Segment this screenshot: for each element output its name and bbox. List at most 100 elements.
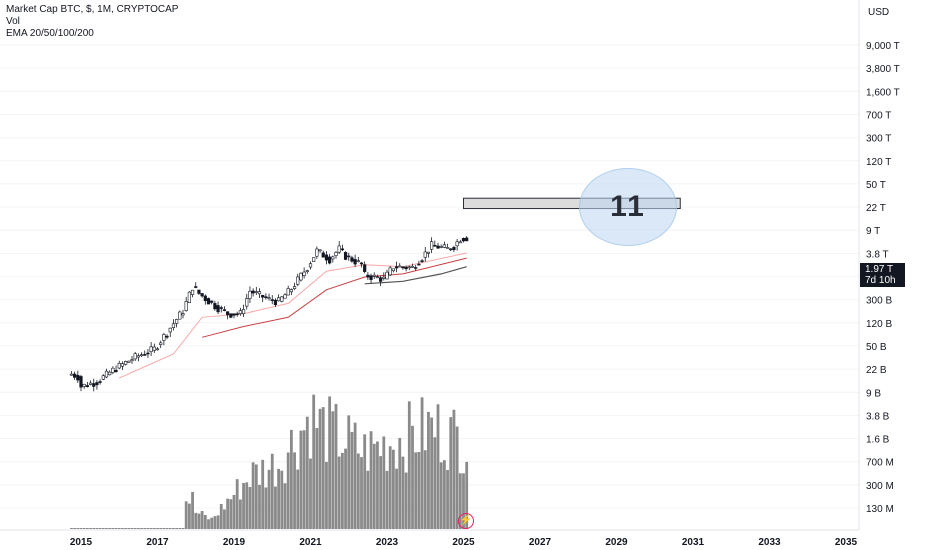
volume-bar	[111, 528, 115, 529]
price-tick-label: 3.8 T	[866, 249, 889, 260]
candle-body	[350, 257, 354, 262]
range-box	[463, 197, 681, 210]
candle-body	[426, 251, 431, 254]
candle-body	[356, 260, 360, 263]
volume-bar	[146, 528, 150, 529]
candle-body	[149, 346, 153, 352]
candle-body	[238, 310, 242, 315]
volume-bar	[439, 462, 443, 529]
candle-body	[363, 264, 367, 272]
candle-body	[104, 370, 109, 378]
currency-label[interactable]: USD	[868, 7, 890, 18]
volume-bar	[366, 470, 370, 529]
volume-bar	[251, 462, 255, 529]
candle-body	[171, 323, 176, 328]
count-badge: 11	[579, 168, 677, 246]
volume-bar	[289, 429, 293, 529]
candle-body	[92, 383, 96, 387]
candle-body	[455, 241, 459, 247]
candle-body	[159, 342, 163, 345]
price-tick-label: 1,600 T	[866, 87, 900, 98]
candle-body	[130, 359, 134, 362]
candle-body	[436, 245, 440, 249]
volume-bar	[296, 469, 300, 529]
candle-body	[430, 241, 434, 250]
candle-body	[178, 311, 182, 320]
candle-body	[143, 354, 147, 356]
candle-body	[445, 247, 450, 249]
volume-bar	[309, 458, 312, 529]
volume-bar	[277, 468, 281, 529]
time-axis[interactable]: 2015 2017 2019 2021 2023 2025 2027 2029 2031 2033…	[70, 537, 858, 548]
volume-bar	[347, 415, 351, 529]
volume-bar	[446, 469, 449, 529]
candle-body	[312, 257, 316, 262]
candle-body	[222, 309, 227, 311]
volume-bar	[223, 509, 226, 529]
candle-body	[111, 367, 115, 373]
price-tick-label: 3.8 B	[866, 411, 890, 422]
candle-body	[194, 286, 198, 288]
candle-body	[280, 296, 284, 302]
volume-bar	[353, 422, 357, 529]
candle-body	[340, 248, 344, 251]
volume-bar	[136, 528, 140, 529]
symbol-title[interactable]: Market Cap BTC, $, 1M, CRYPTOCAP	[6, 4, 179, 15]
range-box-layer[interactable]	[463, 197, 681, 210]
candle-body	[385, 271, 389, 280]
candle-body	[216, 305, 220, 313]
candle-body	[114, 369, 118, 372]
candle-body	[394, 266, 399, 269]
volume-bar	[299, 430, 303, 529]
candle-body	[152, 346, 156, 351]
candle-body	[283, 294, 287, 299]
ema-legend[interactable]: EMA 20/50/100/200	[6, 28, 94, 39]
volume-bar	[168, 528, 172, 529]
candle-body	[229, 313, 233, 318]
candle-body	[101, 375, 105, 380]
volume-bar	[398, 437, 402, 529]
candle-body	[439, 246, 443, 248]
volume-bar	[258, 484, 261, 529]
volume-bar	[318, 408, 322, 529]
candle-body	[292, 286, 297, 289]
price-tick-label: 120 B	[866, 319, 892, 330]
candle-body	[337, 245, 341, 253]
candle-body	[76, 374, 80, 381]
price-tick-label: 9 T	[866, 226, 880, 237]
candle-body	[461, 238, 466, 242]
candle-body	[79, 376, 83, 388]
candle-body	[248, 290, 252, 299]
candle-body	[391, 268, 395, 272]
candle-body	[417, 263, 421, 266]
price-tick-label: 700 M	[866, 458, 894, 469]
price-candles	[69, 236, 469, 392]
time-tick-label: 2027	[529, 537, 552, 548]
candle-body	[433, 245, 437, 247]
volume-bar	[70, 528, 73, 529]
ema-lines	[119, 252, 467, 379]
volume-bar	[280, 470, 284, 529]
candle-body	[261, 294, 265, 298]
candle-body	[254, 291, 258, 293]
candle-body	[305, 270, 309, 272]
candle-body	[82, 383, 86, 387]
volume-bar	[344, 448, 347, 529]
candle-body	[168, 327, 172, 333]
volume-bar	[321, 407, 325, 529]
candle-body	[375, 276, 380, 279]
candle-body	[296, 276, 300, 285]
candle-body	[257, 291, 262, 295]
volume-bar	[172, 528, 175, 529]
volume-bar	[200, 511, 204, 529]
volume-bar	[245, 482, 249, 529]
candle-body	[465, 237, 469, 242]
volume-bar	[254, 464, 258, 529]
volume-bar	[372, 443, 376, 529]
volume-bar	[229, 499, 233, 529]
volume-bar	[452, 409, 456, 529]
volume-legend[interactable]: Vol	[6, 16, 20, 27]
volume-bar	[76, 528, 80, 529]
lightning-icon[interactable]: ⚡	[458, 513, 474, 529]
